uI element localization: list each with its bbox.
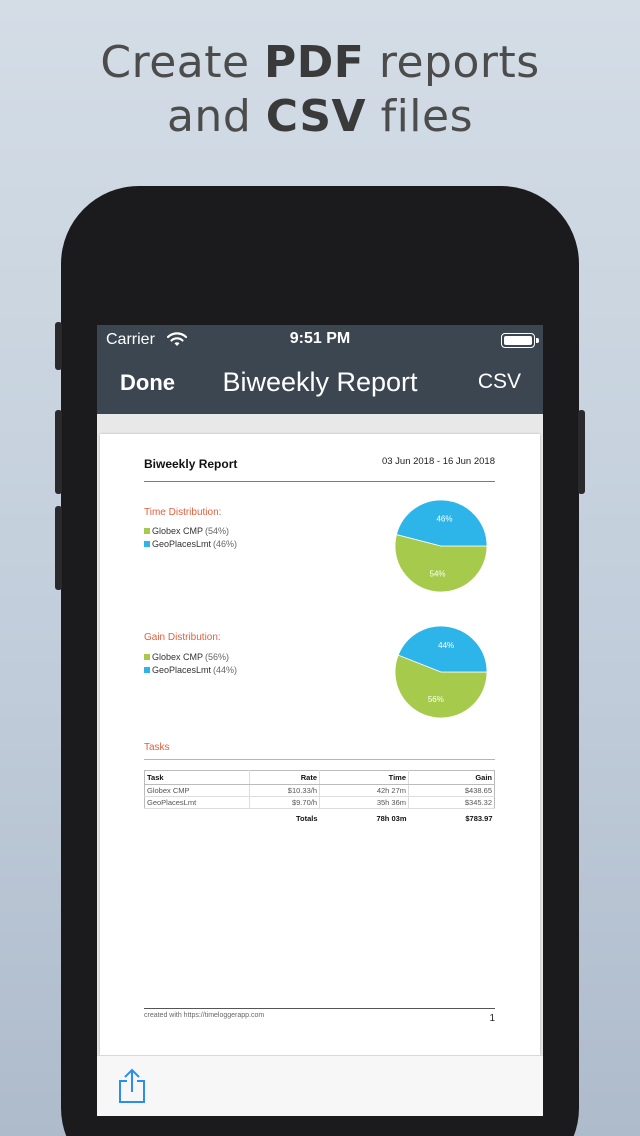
column-header-task: Task: [144, 770, 250, 785]
bottom-toolbar: [97, 1055, 543, 1116]
totals-gain: $783.97: [465, 814, 493, 823]
gain-distribution-title: Gain Distribution:: [144, 632, 221, 643]
rate-cell: $9.70/h: [249, 796, 320, 809]
headline: Create PDF reports and CSV files: [0, 36, 640, 144]
pie-slice-geoplaces: [395, 499, 488, 547]
totals-row: Totals 78h 03m $783.97: [145, 809, 495, 825]
task-name-cell: GeoPlacesLmt: [144, 796, 250, 809]
table-row: Globex CMP $10.33/h 42h 27m $438.65: [144, 784, 495, 797]
legend-swatch: [144, 667, 150, 673]
report-title: Biweekly Report: [144, 457, 238, 471]
legend-item: GeoPlacesLmt (46%): [144, 538, 237, 551]
headline-line-1: Create PDF reports: [100, 37, 540, 88]
header-divider: [144, 481, 495, 482]
nav-bar: Done Biweekly Report CSV: [97, 355, 543, 414]
column-header-rate: Rate: [249, 770, 320, 785]
csv-button[interactable]: CSV: [477, 370, 521, 393]
pie-slice-globex: [394, 534, 488, 593]
tasks-table: Task Rate Time Gain Globex CMP $10.33/h …: [144, 770, 495, 824]
gain-distribution-pie-chart: 56% 44%: [394, 625, 488, 719]
page-number: 1: [489, 1013, 495, 1024]
column-header-time: Time: [319, 770, 409, 785]
battery-icon: [501, 333, 539, 348]
legend-item: Globex CMP (54%): [144, 525, 237, 538]
pdf-preview-area[interactable]: Biweekly Report 03 Jun 2018 - 16 Jun 201…: [97, 414, 543, 1055]
legend-swatch: [144, 528, 150, 534]
legend-swatch: [144, 541, 150, 547]
totals-time: 78h 03m: [376, 814, 407, 823]
time-cell: 42h 27m: [319, 784, 409, 797]
rate-cell: $10.33/h: [249, 784, 320, 797]
screen: Carrier 9:51 PM Done Biweekly Report CSV…: [97, 325, 543, 1116]
table-row: GeoPlacesLmt $9.70/h 35h 36m $345.32: [144, 796, 495, 809]
pie-slice-label: 44%: [438, 641, 454, 650]
time-distribution-title: Time Distribution:: [144, 507, 222, 518]
carrier-label: Carrier: [106, 331, 155, 348]
table-header-row: Task Rate Time Gain: [144, 770, 495, 785]
pie-slice-geoplaces: [397, 625, 488, 673]
footer-credit: created with https://timeloggerapp.com: [144, 1012, 265, 1019]
phone-volume-down-button: [55, 506, 62, 590]
share-icon[interactable]: [118, 1068, 146, 1104]
pie-slice-label: 56%: [428, 695, 444, 704]
pie-slice-label: 54%: [430, 569, 446, 578]
legend-swatch: [144, 654, 150, 660]
done-button[interactable]: Done: [120, 370, 175, 395]
footer-divider: [144, 1008, 495, 1009]
status-time: 9:51 PM: [289, 330, 351, 347]
pie-slice-label: 46%: [436, 515, 452, 524]
pdf-page: Biweekly Report 03 Jun 2018 - 16 Jun 201…: [100, 434, 540, 1055]
task-name-cell: Globex CMP: [144, 784, 250, 797]
time-distribution-legend: Globex CMP (54%) GeoPlacesLmt (46%): [144, 525, 237, 551]
nav-title: Biweekly Report: [222, 367, 418, 397]
totals-label: Totals: [295, 814, 318, 823]
legend-item: Globex CMP (56%): [144, 651, 237, 664]
wifi-icon: [167, 332, 187, 346]
tasks-divider: [144, 759, 495, 760]
headline-line-2: and CSV files: [166, 91, 474, 142]
time-cell: 35h 36m: [319, 796, 409, 809]
status-bar: Carrier 9:51 PM: [97, 325, 543, 355]
pie-slice-globex: [394, 654, 488, 719]
tasks-title: Tasks: [144, 742, 170, 753]
legend-item: GeoPlacesLmt (44%): [144, 664, 237, 677]
gain-cell: $438.65: [408, 784, 495, 797]
gain-cell: $345.32: [408, 796, 495, 809]
time-distribution-pie-chart: 54% 46%: [394, 499, 488, 593]
report-date-range: 03 Jun 2018 - 16 Jun 2018: [381, 456, 495, 467]
phone-volume-up-button: [55, 410, 62, 494]
phone-power-button: [578, 410, 585, 494]
column-header-gain: Gain: [408, 770, 495, 785]
totals-empty-cell: [145, 809, 250, 825]
gain-distribution-legend: Globex CMP (56%) GeoPlacesLmt (44%): [144, 651, 237, 677]
phone-side-button: [55, 322, 62, 370]
